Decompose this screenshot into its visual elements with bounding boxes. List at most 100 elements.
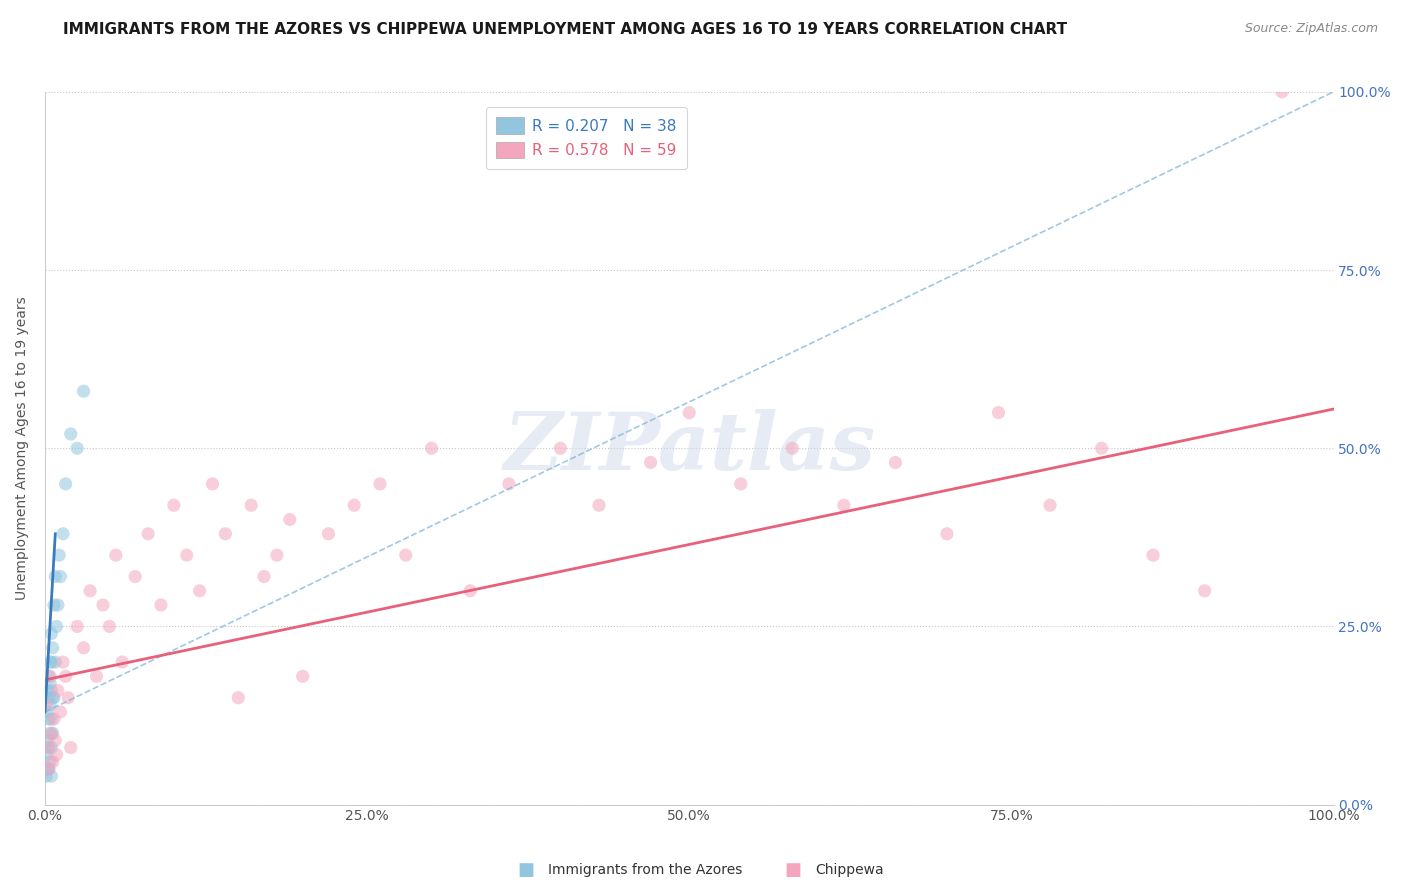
Point xyxy=(136,526,159,541)
Point xyxy=(66,442,89,456)
Point xyxy=(38,740,60,755)
Text: ■: ■ xyxy=(517,861,534,879)
Point xyxy=(37,740,59,755)
Point xyxy=(41,726,63,740)
Point xyxy=(936,526,959,541)
Point xyxy=(59,427,82,442)
Point xyxy=(41,755,63,769)
Point xyxy=(41,712,63,726)
Point xyxy=(987,406,1010,420)
Point xyxy=(226,690,249,705)
Point xyxy=(39,726,62,740)
Point xyxy=(291,669,314,683)
Point xyxy=(498,476,520,491)
Point xyxy=(72,384,94,399)
Point xyxy=(1090,442,1112,456)
Text: Immigrants from the Azores: Immigrants from the Azores xyxy=(548,863,742,877)
Point xyxy=(35,698,58,712)
Point xyxy=(1194,583,1216,598)
Point xyxy=(640,455,662,469)
Text: ■: ■ xyxy=(785,861,801,879)
Point xyxy=(1039,498,1062,512)
Point xyxy=(41,655,63,669)
Point xyxy=(41,769,63,783)
Point xyxy=(39,698,62,712)
Point xyxy=(38,669,60,683)
Point xyxy=(45,619,67,633)
Point xyxy=(72,640,94,655)
Point xyxy=(66,619,89,633)
Point xyxy=(41,683,63,698)
Point xyxy=(318,526,340,541)
Point xyxy=(176,548,198,562)
Point xyxy=(49,705,72,719)
Point xyxy=(368,476,391,491)
Point xyxy=(458,583,481,598)
Text: Chippewa: Chippewa xyxy=(815,863,884,877)
Point xyxy=(35,769,58,783)
Point xyxy=(104,548,127,562)
Point xyxy=(44,655,66,669)
Point xyxy=(41,640,63,655)
Point xyxy=(48,548,70,562)
Point xyxy=(49,569,72,583)
Point xyxy=(46,683,69,698)
Y-axis label: Unemployment Among Ages 16 to 19 years: Unemployment Among Ages 16 to 19 years xyxy=(15,296,30,600)
Point xyxy=(111,655,134,669)
Point xyxy=(79,583,101,598)
Point xyxy=(39,655,62,669)
Point xyxy=(395,548,418,562)
Point xyxy=(678,406,700,420)
Point xyxy=(42,598,65,612)
Point xyxy=(343,498,366,512)
Point xyxy=(42,690,65,705)
Point xyxy=(41,690,63,705)
Point xyxy=(266,548,288,562)
Point xyxy=(39,676,62,690)
Point xyxy=(149,598,172,612)
Point xyxy=(91,598,114,612)
Point xyxy=(253,569,276,583)
Point xyxy=(1142,548,1164,562)
Point xyxy=(240,498,263,512)
Point xyxy=(41,726,63,740)
Point xyxy=(38,690,60,705)
Point xyxy=(52,655,75,669)
Point xyxy=(86,669,108,683)
Point xyxy=(44,733,66,747)
Point xyxy=(42,712,65,726)
Point xyxy=(56,690,79,705)
Point xyxy=(37,683,59,698)
Point xyxy=(59,740,82,755)
Point xyxy=(201,476,224,491)
Point xyxy=(38,762,60,776)
Point xyxy=(39,669,62,683)
Point xyxy=(782,442,804,456)
Point xyxy=(55,669,77,683)
Point xyxy=(46,598,69,612)
Point xyxy=(45,747,67,762)
Point xyxy=(37,762,59,776)
Text: Source: ZipAtlas.com: Source: ZipAtlas.com xyxy=(1244,22,1378,36)
Point xyxy=(1271,85,1294,99)
Point xyxy=(37,733,59,747)
Point xyxy=(38,762,60,776)
Point xyxy=(588,498,610,512)
Point xyxy=(41,626,63,640)
Point xyxy=(35,747,58,762)
Point xyxy=(44,569,66,583)
Point xyxy=(420,442,443,456)
Point xyxy=(37,705,59,719)
Text: ZIPatlas: ZIPatlas xyxy=(503,409,876,487)
Point xyxy=(41,740,63,755)
Point xyxy=(832,498,855,512)
Point xyxy=(550,442,572,456)
Point xyxy=(188,583,211,598)
Point xyxy=(98,619,121,633)
Point xyxy=(52,526,75,541)
Point xyxy=(55,476,77,491)
Point xyxy=(39,755,62,769)
Point xyxy=(730,476,752,491)
Point xyxy=(278,512,301,526)
Point xyxy=(163,498,186,512)
